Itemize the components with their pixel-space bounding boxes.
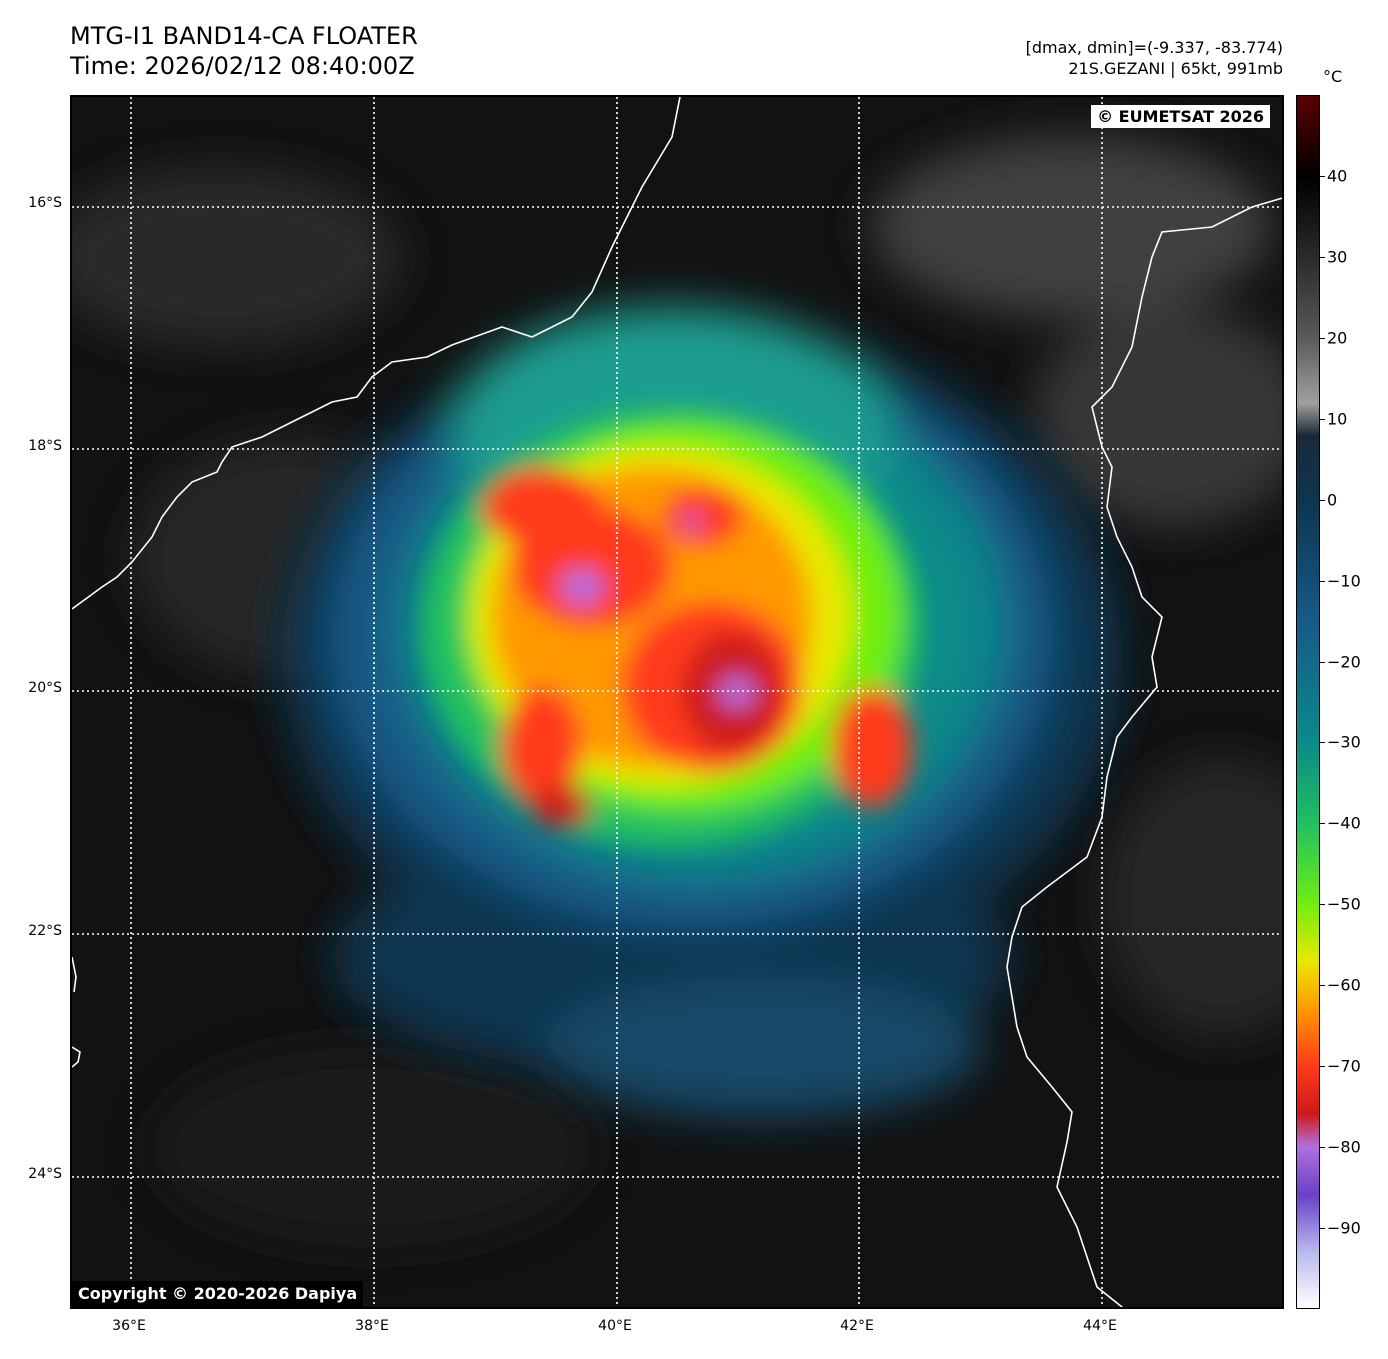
colorbar-tick-label: 20 [1327,328,1348,348]
colorbar-tick [1320,985,1325,987]
colorbar-tick-label: −70 [1327,1056,1361,1076]
colorbar-tick [1320,175,1325,177]
lat-label: 20°S [28,680,62,696]
colorbar-tick-label: −60 [1327,975,1361,995]
graticule [72,97,1282,1307]
eumetsat-credit: © EUMETSAT 2026 [1091,105,1270,128]
satellite-imagery [72,97,1282,1307]
colorbar-tick [1320,904,1325,906]
colorbar-tick [1320,418,1325,420]
satellite-image: © EUMETSAT 2026 Copyright © 2020-2026 Da… [70,95,1284,1309]
colorbar-tick-label: −20 [1327,652,1361,672]
colorbar-tick [1320,1147,1325,1149]
lon-label: 40°E [598,1318,632,1334]
colorbar-tick-label: −10 [1327,571,1361,591]
timestamp: Time: 2026/02/12 08:40:00Z [70,52,415,80]
colorbar-tick-label: −40 [1327,813,1361,833]
colorbar-tick [1320,661,1325,663]
lon-label: 42°E [840,1318,874,1334]
temperature-range: [dmax, dmin]=(-9.337, -83.774) [1025,38,1283,57]
storm-info: 21S.GEZANI | 65kt, 991mb [1068,59,1283,78]
colorbar-tick-label: −90 [1327,1218,1361,1238]
colorbar [1296,95,1320,1309]
product-title: MTG-I1 BAND14-CA FLOATER [70,22,418,50]
lat-label: 18°S [28,438,62,454]
lon-label: 44°E [1083,1318,1117,1334]
colorbar-tick-label: 40 [1327,166,1348,186]
colorbar-tick [1320,1228,1325,1230]
colorbar-tick [1320,823,1325,825]
lat-label: 16°S [28,195,62,211]
colorbar-tick-label: 10 [1327,409,1348,429]
lat-label: 24°S [28,1166,62,1182]
lon-label: 38°E [355,1318,389,1334]
lat-label: 22°S [28,923,62,939]
colorbar-tick [1320,580,1325,582]
colorbar-tick [1320,1066,1325,1068]
colorbar-tick-label: 0 [1327,490,1338,510]
colorbar-tick [1320,337,1325,339]
colorbar-tick [1320,499,1325,501]
colorbar-tick [1320,256,1325,258]
colorbar-tick-label: −80 [1327,1137,1361,1157]
colorbar-unit: °C [1323,67,1343,86]
colorbar-tick-label: −50 [1327,894,1361,914]
colorbar-tick-label: 30 [1327,247,1348,267]
copyright-badge: Copyright © 2020-2026 Dapiya [72,1281,364,1307]
convective-core [422,407,922,847]
colorbar-tick-label: −30 [1327,732,1361,752]
colorbar-tick [1320,742,1325,744]
background-clouds [72,137,1282,1247]
lon-label: 36°E [112,1318,146,1334]
coastlines [72,97,1282,1307]
